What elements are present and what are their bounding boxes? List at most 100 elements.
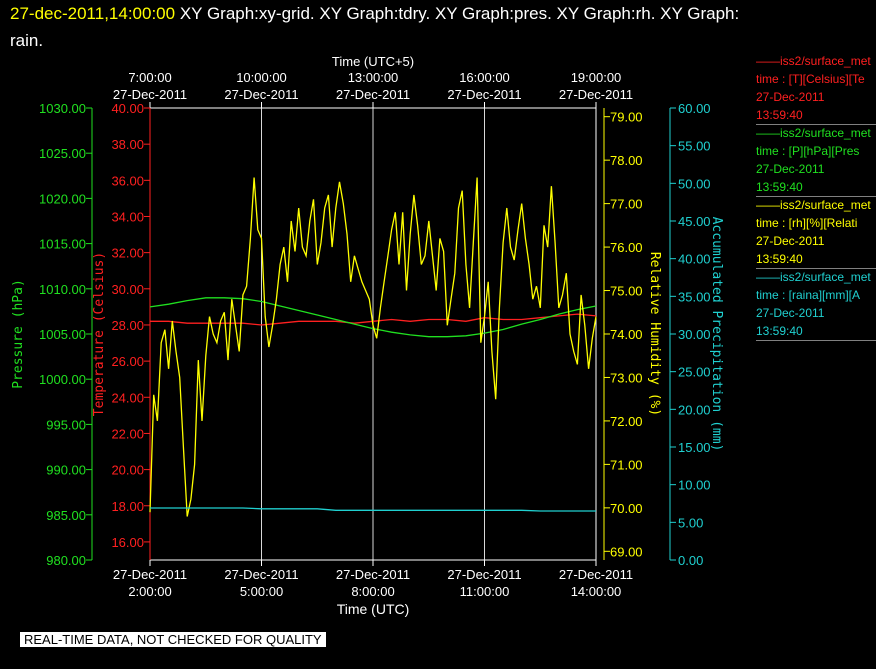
temperature-tick-label: 22.00 <box>111 426 144 441</box>
temperature-tick-label: 30.00 <box>111 282 144 297</box>
temperature-tick-label: 20.00 <box>111 463 144 478</box>
humidity-tick-label: 69.00 <box>610 544 643 559</box>
humidity-axis-label: Relative Humidity (%) <box>647 252 662 416</box>
legend-entry-line1: ——iss2/surface_met <box>756 126 871 140</box>
legend-entry-line4: 13:59:40 <box>756 108 803 122</box>
temperature-tick-label: 24.00 <box>111 390 144 405</box>
x-top-tick-time: 19:00:00 <box>571 70 622 85</box>
pressure-tick-label: 1010.00 <box>39 282 86 297</box>
humidity-tick-label: 78.00 <box>610 153 643 168</box>
humidity-series-line <box>149 177 597 517</box>
header-date: 27-dec-2011,14:00:00 <box>10 4 176 23</box>
precip-tick-label: 40.00 <box>678 252 711 267</box>
pressure-tick-label: 1005.00 <box>39 327 86 342</box>
legend-entry-line1: ——iss2/surface_met <box>756 54 871 68</box>
temperature-tick-label: 34.00 <box>111 209 144 224</box>
humidity-tick-label: 79.00 <box>610 110 643 125</box>
precip-tick-label: 10.00 <box>678 478 711 493</box>
x-top-tick-date: 27-Dec-2011 <box>224 87 298 102</box>
pressure-tick-label: 1020.00 <box>39 191 86 206</box>
x-top-tick-date: 27-Dec-2011 <box>447 87 521 102</box>
humidity-tick-label: 70.00 <box>610 501 643 516</box>
temperature-tick-label: 16.00 <box>111 535 144 550</box>
temperature-tick-label: 32.00 <box>111 246 144 261</box>
precip-tick-label: 30.00 <box>678 327 711 342</box>
legend-entry-line3: 27-Dec-2011 <box>756 306 825 320</box>
pressure-tick-label: 985.00 <box>46 508 86 523</box>
x-top-tick-time: 10:00:00 <box>236 70 287 85</box>
pressure-tick-label: 1030.00 <box>39 101 86 116</box>
pressure-series-line <box>149 297 597 338</box>
temperature-tick-label: 36.00 <box>111 173 144 188</box>
precip-tick-label: 20.00 <box>678 402 711 417</box>
precip-tick-label: 35.00 <box>678 289 711 304</box>
temperature-tick-label: 18.00 <box>111 499 144 514</box>
x-axis-label: Time (UTC) <box>337 601 410 617</box>
temperature-tick-label: 26.00 <box>111 354 144 369</box>
humidity-tick-label: 74.00 <box>610 327 643 342</box>
x-top-tick-date: 27-Dec-2011 <box>336 87 410 102</box>
precip-tick-label: 5.00 <box>678 515 703 530</box>
legend-entry-line1: ——iss2/surface_met <box>756 198 871 212</box>
legend-entry-line2: time : [T][Celsius][Te <box>756 72 865 86</box>
x-tick-time: 14:00:00 <box>571 584 622 599</box>
precip-tick-label: 60.00 <box>678 101 711 116</box>
x-tick-time: 2:00:00 <box>128 584 171 599</box>
precip-series-line <box>150 507 596 512</box>
precip-tick-label: 15.00 <box>678 440 711 455</box>
pressure-axis-label: Pressure (hPa) <box>11 279 26 389</box>
header-titles-continued: rain. <box>10 31 44 50</box>
legend-entry-line4: 13:59:40 <box>756 180 803 194</box>
legend-entry-line2: time : [P][hPa][Pres <box>756 144 860 158</box>
humidity-tick-label: 71.00 <box>610 457 643 472</box>
header-titles: XY Graph:xy-grid. XY Graph:tdry. XY Grap… <box>179 4 740 23</box>
legend-entry-line2: time : [raina][mm][A <box>756 288 861 302</box>
legend-entry-line3: 27-Dec-2011 <box>756 162 825 176</box>
temperature-tick-label: 38.00 <box>111 137 144 152</box>
quality-notice: REAL-TIME DATA, NOT CHECKED FOR QUALITY <box>20 632 326 647</box>
x-tick-date: 27-Dec-2011 <box>224 567 298 582</box>
pressure-tick-label: 990.00 <box>46 463 86 478</box>
header-title: 27-dec-2011,14:00:00 XY Graph:xy-grid. X… <box>10 4 739 24</box>
x-tick-date: 27-Dec-2011 <box>559 567 633 582</box>
precip-tick-label: 25.00 <box>678 365 711 380</box>
pressure-tick-label: 1015.00 <box>39 237 86 252</box>
precip-tick-label: 0.00 <box>678 553 703 568</box>
temperature-axis-label: Temperature (Celsius) <box>92 252 107 416</box>
precip-axis-label: Accumulated Precipitation (mm) <box>709 217 724 452</box>
temperature-tick-label: 40.00 <box>111 101 144 116</box>
pressure-tick-label: 1000.00 <box>39 372 86 387</box>
pressure-tick-label: 1025.00 <box>39 146 86 161</box>
x-tick-date: 27-Dec-2011 <box>336 567 410 582</box>
humidity-tick-label: 73.00 <box>610 370 643 385</box>
legend-entry-line3: 27-Dec-2011 <box>756 90 825 104</box>
humidity-tick-label: 76.00 <box>610 240 643 255</box>
legend-entry-line3: 27-Dec-2011 <box>756 234 825 248</box>
humidity-tick-label: 72.00 <box>610 414 643 429</box>
x-tick-time: 11:00:00 <box>460 584 510 599</box>
precip-tick-label: 45.00 <box>678 214 711 229</box>
x-top-tick-time: 13:00:00 <box>348 70 399 85</box>
x-tick-time: 8:00:00 <box>351 584 394 599</box>
x-tick-date: 27-Dec-2011 <box>113 567 187 582</box>
legend-entry-line4: 13:59:40 <box>756 252 803 266</box>
precip-tick-label: 50.00 <box>678 176 711 191</box>
x-top-tick-date: 27-Dec-2011 <box>559 87 633 102</box>
humidity-tick-label: 77.00 <box>610 197 643 212</box>
legend-entry-line1: ——iss2/surface_met <box>756 270 871 284</box>
pressure-tick-label: 980.00 <box>46 553 86 568</box>
x-top-tick-date: 27-Dec-2011 <box>113 87 187 102</box>
legend-entry-line4: 13:59:40 <box>756 324 803 338</box>
x-tick-time: 5:00:00 <box>240 584 283 599</box>
temperature-tick-label: 28.00 <box>111 318 144 333</box>
precip-tick-label: 55.00 <box>678 139 711 154</box>
x-top-tick-time: 16:00:00 <box>459 70 510 85</box>
x-top-axis-label: Time (UTC+5) <box>332 54 414 69</box>
legend-entry-line2: time : [rh][%][Relati <box>756 216 858 230</box>
x-top-tick-time: 7:00:00 <box>128 70 171 85</box>
